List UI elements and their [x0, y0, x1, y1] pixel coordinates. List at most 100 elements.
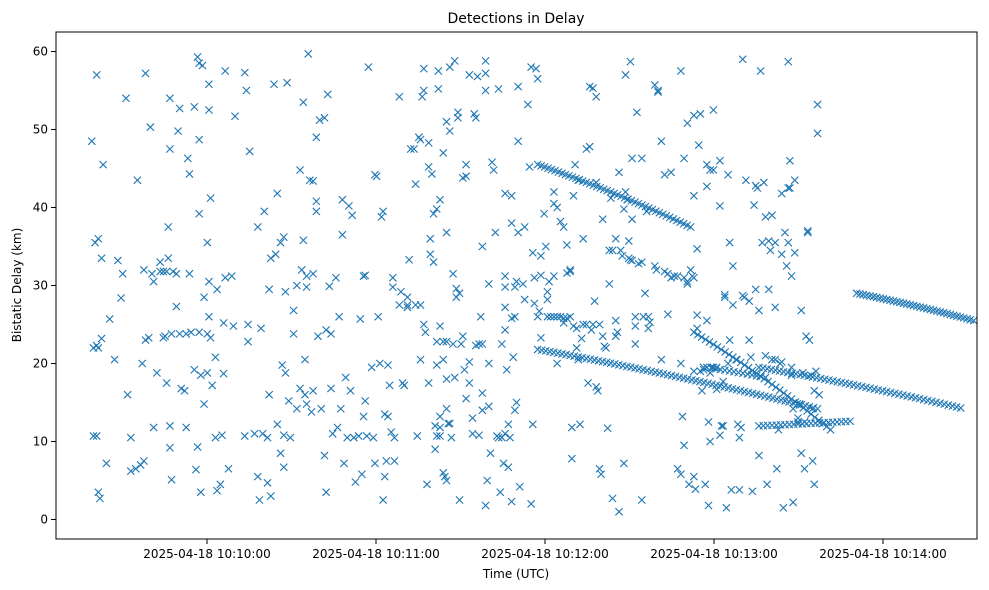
- data-point: [442, 117, 451, 126]
- data-point: [785, 184, 794, 192]
- data-point: [380, 410, 389, 419]
- data-point: [506, 433, 514, 442]
- data-point: [468, 429, 477, 438]
- data-point: [507, 497, 516, 506]
- data-point: [553, 359, 562, 368]
- data-point: [372, 172, 381, 181]
- data-point: [514, 228, 523, 237]
- data-point: [499, 459, 508, 468]
- data-point: [452, 284, 461, 293]
- data-point: [432, 337, 441, 346]
- data-point: [510, 312, 519, 321]
- data-point: [536, 251, 545, 260]
- data-point: [203, 238, 212, 247]
- data-point: [97, 254, 106, 263]
- data-point: [728, 262, 737, 270]
- data-point: [159, 333, 168, 342]
- data-point: [701, 335, 710, 344]
- data-point: [208, 381, 217, 390]
- data-point: [588, 84, 597, 93]
- data-point: [195, 59, 204, 68]
- data-point: [377, 212, 386, 221]
- data-point: [442, 375, 451, 384]
- data-point: [777, 357, 786, 366]
- data-point: [631, 340, 640, 348]
- data-point: [167, 475, 176, 484]
- data-point: [771, 238, 780, 247]
- data-point: [732, 355, 741, 364]
- data-point: [279, 431, 288, 440]
- data-point: [444, 419, 453, 428]
- data-point: [626, 57, 635, 66]
- data-point: [344, 201, 353, 210]
- data-point: [637, 496, 646, 504]
- data-point: [785, 156, 794, 165]
- data-point: [569, 191, 578, 200]
- data-point: [162, 267, 171, 276]
- data-point: [346, 386, 355, 395]
- data-point: [424, 379, 433, 387]
- y-tick-label: 50: [33, 123, 48, 137]
- x-tick-label: 2025-04-18 10:10:00: [143, 547, 270, 561]
- data-point: [754, 451, 763, 460]
- data-point: [281, 368, 290, 377]
- data-point: [185, 269, 194, 278]
- data-point: [196, 488, 205, 497]
- data-point: [204, 277, 213, 286]
- data-point: [807, 410, 816, 419]
- data-point: [515, 482, 524, 491]
- data-point: [706, 166, 715, 175]
- data-point: [751, 285, 760, 294]
- data-point: [509, 353, 518, 362]
- data-point: [240, 432, 249, 441]
- data-point: [455, 289, 464, 298]
- data-point: [450, 56, 459, 65]
- data-point: [99, 160, 108, 169]
- data-point: [779, 503, 788, 512]
- data-point: [615, 507, 624, 516]
- data-point: [165, 421, 174, 430]
- data-point: [787, 272, 796, 281]
- data-point: [855, 289, 864, 298]
- data-point: [182, 423, 191, 432]
- data-point: [497, 340, 506, 348]
- data-point: [390, 457, 399, 465]
- data-point: [445, 127, 454, 136]
- data-point: [382, 457, 391, 465]
- data-point: [787, 371, 796, 380]
- data-point: [566, 265, 575, 274]
- data-point: [421, 328, 430, 337]
- data-point: [790, 176, 799, 185]
- data-point: [200, 293, 209, 302]
- data-point: [481, 69, 490, 78]
- data-point: [520, 223, 529, 231]
- data-point: [715, 431, 724, 440]
- data-point: [380, 472, 389, 481]
- data-point: [187, 328, 196, 337]
- data-point: [559, 223, 568, 231]
- data-point: [579, 320, 588, 329]
- data-point: [597, 470, 606, 479]
- data-point: [335, 312, 344, 321]
- data-point: [590, 297, 599, 306]
- data-point: [713, 342, 722, 351]
- data-point: [193, 442, 202, 451]
- data-point: [501, 303, 510, 312]
- data-point: [673, 464, 682, 473]
- data-point: [702, 160, 711, 169]
- data-point: [740, 293, 749, 302]
- data-point: [549, 312, 558, 321]
- data-point: [144, 333, 153, 342]
- data-point: [631, 312, 640, 321]
- data-point: [637, 258, 646, 267]
- data-point: [543, 295, 552, 304]
- data-point: [689, 367, 698, 376]
- data-point: [720, 293, 729, 302]
- data-point: [146, 123, 155, 132]
- data-point: [258, 429, 267, 438]
- data-point: [745, 336, 754, 345]
- data-point: [403, 303, 412, 312]
- data-point: [439, 337, 448, 346]
